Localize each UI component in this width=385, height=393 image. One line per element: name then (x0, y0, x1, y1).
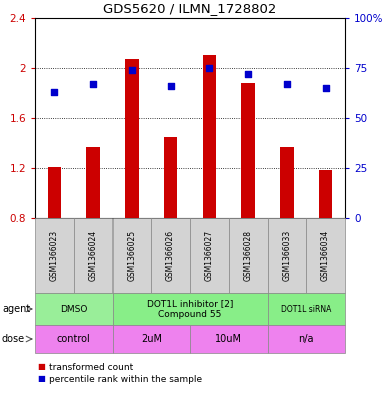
Point (129, 67, 135, 73)
Text: GSM1366028: GSM1366028 (244, 230, 253, 281)
Text: 10uM: 10uM (215, 334, 242, 344)
Text: GSM1366023: GSM1366023 (50, 230, 59, 281)
Bar (48, 167, 61, 218)
Bar (164, 137, 177, 218)
Text: GSM1366034: GSM1366034 (321, 230, 330, 281)
Point (51, 89, 57, 95)
Text: dose: dose (2, 334, 25, 344)
Text: DOT1L inhibitor [2]
Compound 55: DOT1L inhibitor [2] Compound 55 (147, 299, 233, 319)
Text: transformed count: transformed count (49, 362, 133, 371)
Point (245, 71, 251, 77)
Bar (319, 171, 332, 218)
Text: DMSO: DMSO (60, 305, 87, 314)
Text: agent: agent (2, 304, 30, 314)
Text: GSM1366024: GSM1366024 (89, 230, 98, 281)
Text: ■: ■ (37, 375, 45, 384)
Point (167, 83, 174, 89)
Point (284, 81, 290, 87)
Text: GSM1366027: GSM1366027 (205, 230, 214, 281)
Text: 2uM: 2uM (141, 334, 162, 344)
Point (90, 81, 96, 87)
Bar (203, 55, 216, 218)
Text: control: control (57, 334, 90, 344)
Point (206, 65, 213, 71)
Text: percentile rank within the sample: percentile rank within the sample (49, 375, 202, 384)
Point (323, 85, 329, 91)
Title: GDS5620 / ILMN_1728802: GDS5620 / ILMN_1728802 (103, 2, 277, 15)
Bar (125, 59, 139, 218)
Text: DOT1L siRNA: DOT1L siRNA (281, 305, 331, 314)
Bar (280, 147, 294, 218)
Bar (86, 147, 100, 218)
Bar (241, 83, 255, 218)
Text: GSM1366025: GSM1366025 (127, 230, 136, 281)
Text: GSM1366026: GSM1366026 (166, 230, 175, 281)
Text: n/a: n/a (298, 334, 314, 344)
Text: GSM1366033: GSM1366033 (282, 230, 291, 281)
Text: ■: ■ (37, 362, 45, 371)
